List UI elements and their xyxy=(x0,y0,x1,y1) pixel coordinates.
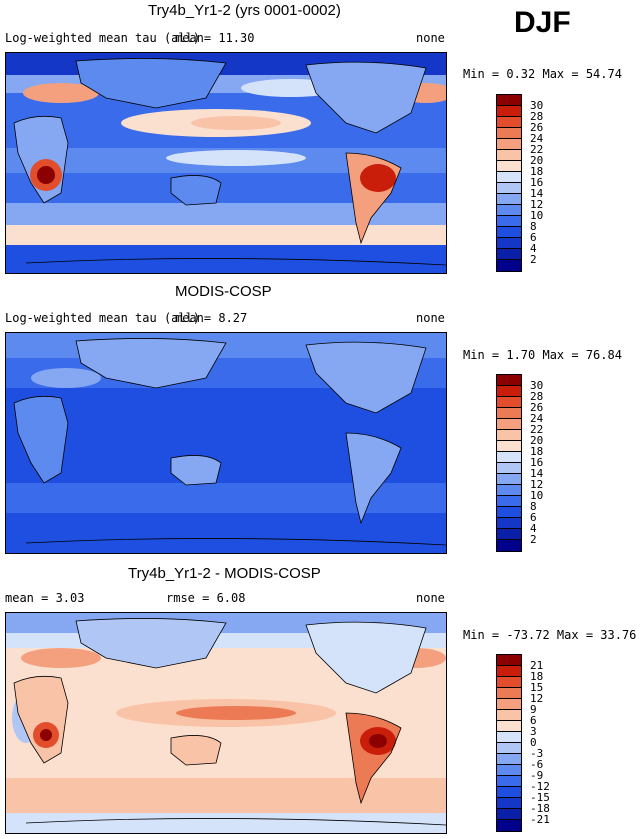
panel-1-field-label: Log-weighted mean tau (all) xyxy=(5,31,201,45)
panel-1-title: Try4b_Yr1-2 (yrs 0001-0002) xyxy=(148,2,341,19)
colorbar-tick-label: 16 xyxy=(530,456,544,469)
colorbar-tick-label: 6 xyxy=(530,511,537,524)
season-label: DJF xyxy=(514,6,571,39)
colorbar-tick-label: 30 xyxy=(530,379,544,392)
colorbar-tick-label: 10 xyxy=(530,209,544,222)
colorbar-tick-label: 16 xyxy=(530,176,544,189)
colorbar-tick-label: 22 xyxy=(530,143,544,156)
colorbar-tick-label: 15 xyxy=(530,681,544,694)
colorbar-tick-label: 26 xyxy=(530,121,544,134)
colorbar-tick-label: 6 xyxy=(530,714,537,727)
panel-3-map xyxy=(5,612,447,834)
panel-1-colorbar xyxy=(496,94,522,272)
colorbar-tick-label: 18 xyxy=(530,670,544,683)
colorbar-tick-label: 4 xyxy=(530,522,537,535)
colorbar-tick-label: 2 xyxy=(530,253,537,266)
colorbar-tick-label: 3 xyxy=(530,725,537,738)
colorbar-tick-label: 30 xyxy=(530,99,544,112)
colorbar-tick-label: 21 xyxy=(530,659,544,672)
colorbar-tick-label: -3 xyxy=(530,747,544,760)
panel-2-map xyxy=(5,332,447,554)
colorbar-tick-label: 12 xyxy=(530,692,544,705)
colorbar-tick-label: 9 xyxy=(530,703,537,716)
colorbar-tick-label: -9 xyxy=(530,769,544,782)
panel-3-mean: mean = 3.03 xyxy=(5,591,85,605)
colorbar-tick-label: 14 xyxy=(530,467,544,480)
colorbar-tick-label: -15 xyxy=(530,791,550,804)
panel-2-title: MODIS-COSP xyxy=(175,283,272,300)
panel-2-mean: mean= 8.27 xyxy=(175,311,248,325)
panel-2-field-label: Log-weighted mean tau (all) xyxy=(5,311,201,325)
colorbar-tick-label: -18 xyxy=(530,802,550,815)
colorbar-tick-label: 22 xyxy=(530,423,544,436)
panel-3-units: none xyxy=(416,591,445,605)
colorbar-tick-label: 12 xyxy=(530,478,544,491)
panel-1-minmax: Min = 0.32 Max = 54.74 xyxy=(463,67,622,81)
colorbar-tick-label: 2 xyxy=(530,533,537,546)
colorbar-tick-label: -6 xyxy=(530,758,544,771)
colorbar-tick-label: 10 xyxy=(530,489,544,502)
panel-3-rmse: rmse = 6.08 xyxy=(166,591,246,605)
colorbar-tick-label: 4 xyxy=(530,242,537,255)
panel-3-title: Try4b_Yr1-2 - MODIS-COSP xyxy=(128,565,321,582)
colorbar-tick-label: 20 xyxy=(530,434,544,447)
colorbar-tick-label: -21 xyxy=(530,813,550,826)
colorbar-tick-label: 20 xyxy=(530,154,544,167)
panel-1-mean: mean= 11.30 xyxy=(175,31,255,45)
panel-3-colorbar xyxy=(496,654,522,832)
colorbar-tick-label: 8 xyxy=(530,500,537,513)
colorbar-tick-label: 0 xyxy=(530,736,537,749)
panel-1-map xyxy=(5,52,447,274)
colorbar-tick-label: 28 xyxy=(530,390,544,403)
panel-3-minmax: Min = -73.72 Max = 33.76 xyxy=(463,628,637,642)
colorbar-tick-label: 6 xyxy=(530,231,537,244)
colorbar-tick-label: 26 xyxy=(530,401,544,414)
panel-2-minmax: Min = 1.70 Max = 76.84 xyxy=(463,348,622,362)
colorbar-tick-label: 18 xyxy=(530,165,544,178)
panel-2-colorbar xyxy=(496,374,522,552)
panel-2-units: none xyxy=(416,311,445,325)
colorbar-tick-label: 18 xyxy=(530,445,544,458)
colorbar-tick-label: 24 xyxy=(530,412,544,425)
colorbar-tick-label: -12 xyxy=(530,780,550,793)
colorbar-tick-label: 24 xyxy=(530,132,544,145)
panel-1-units: none xyxy=(416,31,445,45)
colorbar-tick-label: 14 xyxy=(530,187,544,200)
colorbar-tick-label: 8 xyxy=(530,220,537,233)
colorbar-tick-label: 12 xyxy=(530,198,544,211)
colorbar-tick-label: 28 xyxy=(530,110,544,123)
